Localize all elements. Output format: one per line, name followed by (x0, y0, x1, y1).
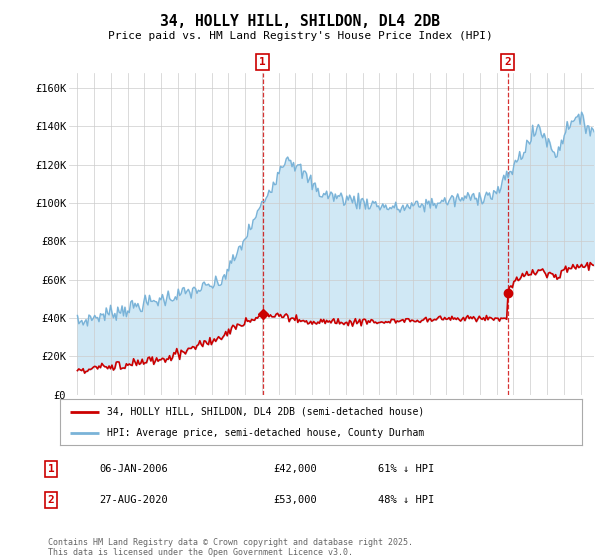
Text: 2: 2 (504, 57, 511, 67)
Text: HPI: Average price, semi-detached house, County Durham: HPI: Average price, semi-detached house,… (107, 428, 424, 438)
Text: 2: 2 (47, 495, 55, 505)
Text: 61% ↓ HPI: 61% ↓ HPI (378, 464, 434, 474)
Text: £53,000: £53,000 (273, 495, 317, 505)
Text: 34, HOLLY HILL, SHILDON, DL4 2DB: 34, HOLLY HILL, SHILDON, DL4 2DB (160, 14, 440, 29)
Text: 1: 1 (259, 57, 266, 67)
Text: Price paid vs. HM Land Registry's House Price Index (HPI): Price paid vs. HM Land Registry's House … (107, 31, 493, 41)
Text: 48% ↓ HPI: 48% ↓ HPI (378, 495, 434, 505)
Text: 34, HOLLY HILL, SHILDON, DL4 2DB (semi-detached house): 34, HOLLY HILL, SHILDON, DL4 2DB (semi-d… (107, 407, 424, 417)
Text: 27-AUG-2020: 27-AUG-2020 (99, 495, 168, 505)
Text: Contains HM Land Registry data © Crown copyright and database right 2025.
This d: Contains HM Land Registry data © Crown c… (48, 538, 413, 557)
Text: 06-JAN-2006: 06-JAN-2006 (99, 464, 168, 474)
Text: £42,000: £42,000 (273, 464, 317, 474)
Text: 1: 1 (47, 464, 55, 474)
